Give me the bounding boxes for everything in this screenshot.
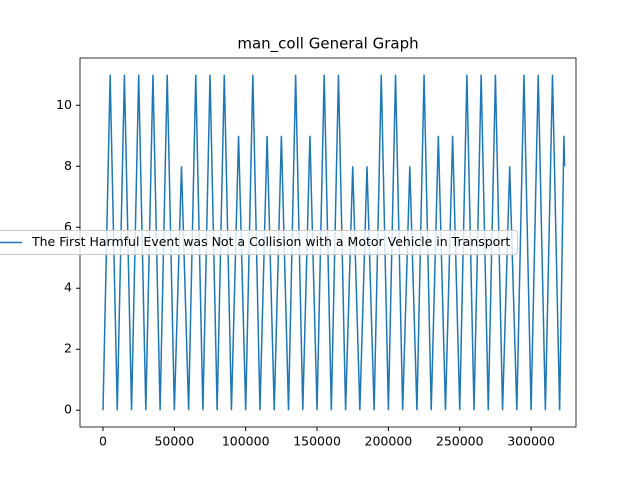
legend-label: The First Harmful Event was Not a Collis… bbox=[31, 234, 510, 249]
chart-title: man_coll General Graph bbox=[237, 35, 418, 54]
x-tick-label: 0 bbox=[99, 434, 107, 449]
x-tick-label: 300000 bbox=[507, 434, 555, 449]
y-tick-label: 6 bbox=[64, 219, 72, 234]
x-tick-label: 250000 bbox=[436, 434, 484, 449]
legend-box bbox=[0, 230, 518, 255]
y-tick-label: 8 bbox=[64, 158, 72, 173]
y-tick-label: 2 bbox=[64, 341, 72, 356]
y-tick-label: 0 bbox=[64, 402, 72, 417]
x-tick-label: 100000 bbox=[222, 434, 270, 449]
x-tick-label: 200000 bbox=[365, 434, 413, 449]
x-tick-label: 150000 bbox=[293, 434, 341, 449]
line-series bbox=[102, 74, 566, 411]
y-tick-label: 4 bbox=[64, 280, 72, 295]
x-tick-label: 50000 bbox=[154, 434, 194, 449]
y-tick-label: 10 bbox=[56, 97, 72, 112]
